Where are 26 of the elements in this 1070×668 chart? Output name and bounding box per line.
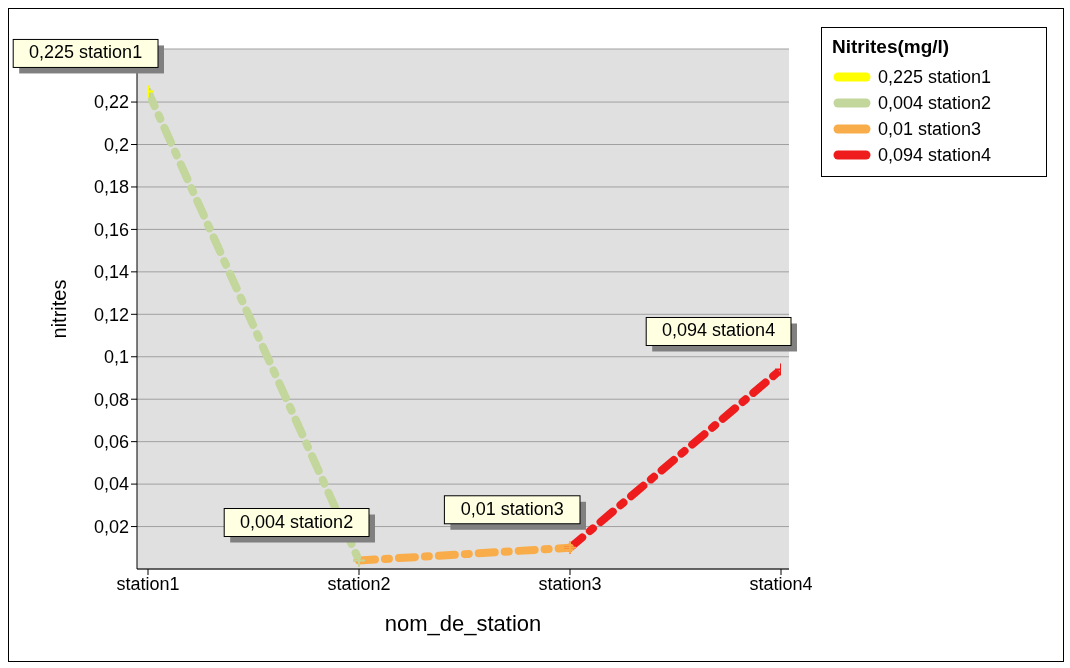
annotation: 0,01 station3: [460, 498, 564, 519]
legend-label: 0,004 station2: [878, 92, 992, 114]
x-tick-label: station2: [327, 573, 391, 594]
y-tick-label: 0,16: [93, 219, 129, 240]
x-tick-label: station3: [538, 573, 602, 594]
y-tick-label: 0,2: [103, 134, 129, 155]
y-tick-label: 0,18: [93, 177, 129, 198]
y-tick-label: 0,12: [93, 304, 129, 325]
legend-label: 0,01 station3: [878, 118, 982, 140]
y-tick-label: 0,14: [93, 262, 129, 283]
legend-title: Nitrites(mg/l): [832, 36, 951, 58]
y-tick-label: 0,02: [93, 516, 129, 537]
annotation: 0,225 station1: [29, 42, 143, 63]
y-tick-label: 0,04: [93, 474, 129, 495]
legend-label: 0,225 station1: [878, 66, 992, 88]
x-axis-title: nom_de_station: [384, 611, 542, 636]
annotation: 0,094 station4: [662, 320, 776, 341]
y-tick-label: 0,22: [93, 92, 129, 113]
y-tick-label: 0,1: [103, 347, 129, 368]
y-tick-label: 0,08: [93, 389, 129, 410]
legend-label: 0,094 station4: [878, 144, 992, 166]
y-tick-label: 0,06: [93, 432, 129, 453]
x-tick-label: station4: [749, 573, 813, 594]
y-axis-title: nitrites: [48, 279, 71, 339]
annotation: 0,004 station2: [240, 511, 354, 532]
x-tick-label: station1: [116, 573, 180, 594]
